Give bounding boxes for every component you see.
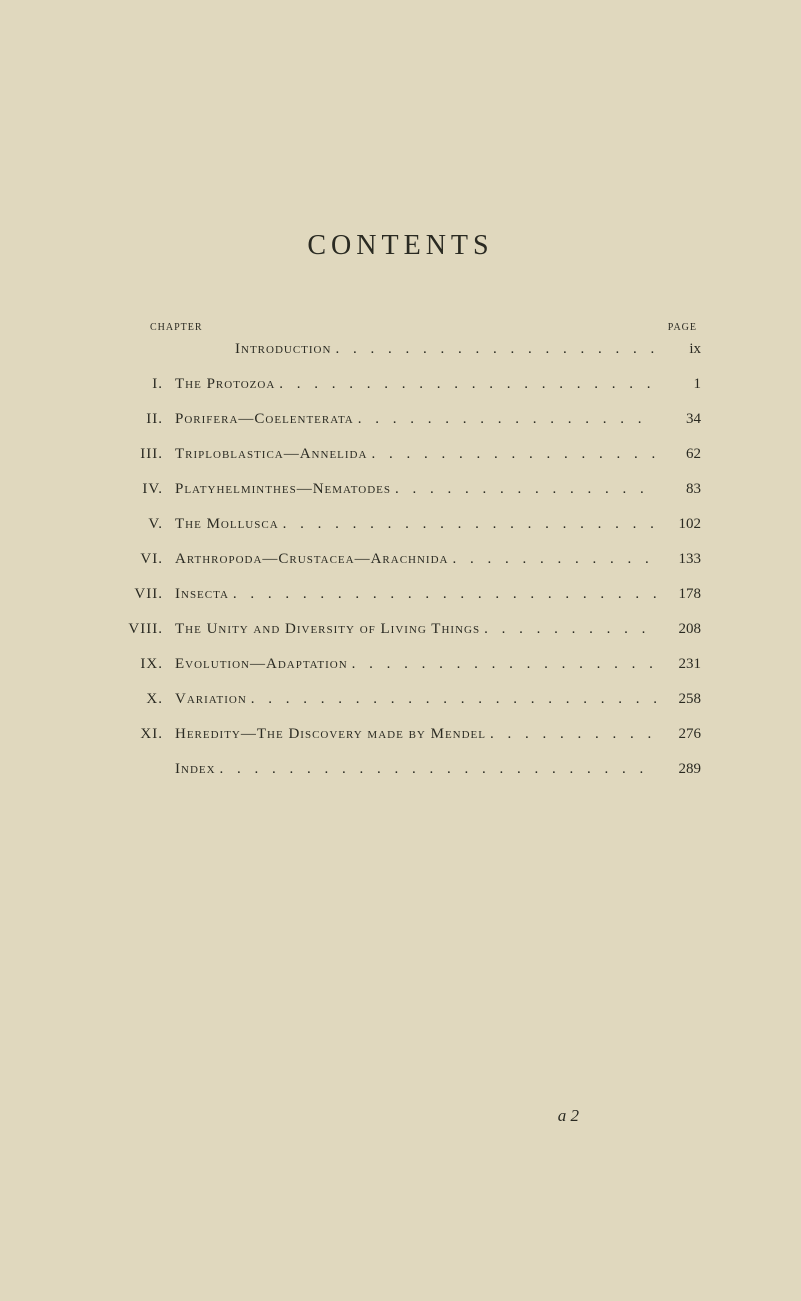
- page-container: CONTENTS CHAPTER PAGE Introduction . . .…: [0, 0, 801, 1301]
- page-header: PAGE: [668, 322, 701, 333]
- chapter-title: Platyhelminthes—Nematodes: [175, 481, 391, 498]
- chapter-page: 258: [656, 691, 701, 708]
- table-header-row: CHAPTER PAGE: [100, 322, 701, 333]
- chapter-roman: V.: [100, 516, 175, 533]
- chapter-roman: IV.: [100, 481, 175, 498]
- chapter-roman: VIII.: [100, 621, 175, 638]
- introduction-row: Introduction . . . . . . . . . . . . . .…: [100, 341, 701, 358]
- toc-row: VII. Insecta . . . . . . . . . . . . . .…: [100, 586, 701, 603]
- chapter-page: 62: [656, 446, 701, 463]
- contents-table: CHAPTER PAGE Introduction . . . . . . . …: [100, 322, 701, 778]
- chapter-title: Insecta: [175, 586, 229, 603]
- leader-dots: . . . . . . . . . . . . . . . . . . . . …: [391, 481, 656, 498]
- leader-dots: . . . . . . . . . . . . . . . . . . . . …: [275, 376, 656, 393]
- chapter-title: Variation: [175, 691, 247, 708]
- toc-row: II. Porifera—Coelenterata . . . . . . . …: [100, 411, 701, 428]
- chapter-title: Arthropoda—Crustacea—Arachnida: [175, 551, 448, 568]
- chapter-header: CHAPTER: [100, 322, 203, 333]
- toc-row: VIII. The Unity and Diversity of Living …: [100, 621, 701, 638]
- chapter-title: Porifera—Coelenterata: [175, 411, 354, 428]
- chapter-roman: XI.: [100, 726, 175, 743]
- chapter-roman: VII.: [100, 586, 175, 603]
- chapter-title: The Protozoa: [175, 376, 275, 393]
- chapter-title: Triploblastica—Annelida: [175, 446, 367, 463]
- chapter-roman: VI.: [100, 551, 175, 568]
- leader-dots: . . . . . . . . . . . . . . . . . . . . …: [229, 586, 656, 603]
- introduction-label: Introduction: [235, 341, 331, 358]
- chapter-title: Index: [175, 761, 216, 778]
- leader-dots: . . . . . . . . . . . . . . . . . . . . …: [348, 656, 656, 673]
- introduction-page: ix: [656, 341, 701, 358]
- chapter-title: The Unity and Diversity of Living Things: [175, 621, 480, 638]
- leader-dots: . . . . . . . . . . . . . . . . . . . . …: [486, 726, 656, 743]
- toc-row: I. The Protozoa . . . . . . . . . . . . …: [100, 376, 701, 393]
- toc-row: Index . . . . . . . . . . . . . . . . . …: [100, 761, 701, 778]
- chapter-page: 231: [656, 656, 701, 673]
- chapter-page: 83: [656, 481, 701, 498]
- chapter-roman: IX.: [100, 656, 175, 673]
- chapter-page: 178: [656, 586, 701, 603]
- toc-row: XI. Heredity—The Discovery made by Mende…: [100, 726, 701, 743]
- chapter-title: Heredity—The Discovery made by Mendel: [175, 726, 486, 743]
- chapter-page: 208: [656, 621, 701, 638]
- toc-row: III. Triploblastica—Annelida . . . . . .…: [100, 446, 701, 463]
- chapter-page: 289: [656, 761, 701, 778]
- toc-row: X. Variation . . . . . . . . . . . . . .…: [100, 691, 701, 708]
- leader-dots: . . . . . . . . . . . . . . . . . . . . …: [247, 691, 656, 708]
- chapter-page: 34: [656, 411, 701, 428]
- chapter-roman: X.: [100, 691, 175, 708]
- leader-dots: . . . . . . . . . . . . . . . . . . . . …: [354, 411, 656, 428]
- chapter-page: 1: [656, 376, 701, 393]
- chapter-page: 102: [656, 516, 701, 533]
- chapter-roman: II.: [100, 411, 175, 428]
- chapter-page: 276: [656, 726, 701, 743]
- leader-dots: . . . . . . . . . . . . . . . . . . . . …: [216, 761, 656, 778]
- leader-dots: . . . . . . . . . . . . . . . . . . . . …: [279, 516, 656, 533]
- signature-mark: a 2: [558, 1106, 579, 1126]
- chapter-roman: III.: [100, 446, 175, 463]
- toc-row: V. The Mollusca . . . . . . . . . . . . …: [100, 516, 701, 533]
- chapter-title: The Mollusca: [175, 516, 279, 533]
- chapter-page: 133: [656, 551, 701, 568]
- toc-row: IX. Evolution—Adaptation . . . . . . . .…: [100, 656, 701, 673]
- leader-dots: . . . . . . . . . . . . . . . . . . . . …: [480, 621, 656, 638]
- chapter-roman: I.: [100, 376, 175, 393]
- chapter-title: Evolution—Adaptation: [175, 656, 348, 673]
- leader-dots: . . . . . . . . . . . . . . . . . . . . …: [367, 446, 656, 463]
- leader-dots: . . . . . . . . . . . . . . . . . . . . …: [448, 551, 656, 568]
- toc-row: VI. Arthropoda—Crustacea—Arachnida . . .…: [100, 551, 701, 568]
- contents-title: CONTENTS: [100, 230, 701, 262]
- toc-row: IV. Platyhelminthes—Nematodes . . . . . …: [100, 481, 701, 498]
- leader-dots: . . . . . . . . . . . . . . . . . . . . …: [331, 341, 656, 358]
